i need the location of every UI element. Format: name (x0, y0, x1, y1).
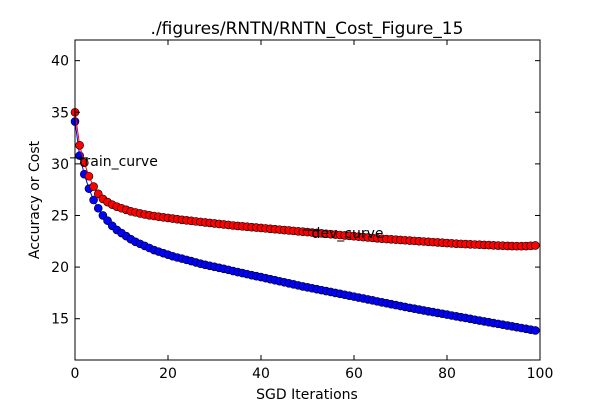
data-point (80, 158, 89, 168)
data-point (531, 326, 540, 335)
annotation-label: train_curve (79, 154, 158, 170)
x-tick-label: 80 (438, 366, 456, 382)
series-dev_curve (70, 107, 540, 251)
data-point (89, 182, 98, 191)
chart-title: ./figures/RNTN/RNTN_Cost_Figure_15 (151, 19, 464, 39)
x-tick-label: 0 (71, 366, 80, 382)
y-tick-label: 40 (51, 54, 69, 70)
series-train_curve (70, 117, 540, 335)
y-tick-label: 15 (51, 312, 69, 328)
y-tick-label: 20 (51, 260, 69, 276)
x-axis-label: SGD Iterations (256, 387, 358, 400)
x-tick-label: 60 (345, 366, 363, 382)
annotation-layer: train_curve dev_curve (70, 154, 384, 242)
data-point (75, 140, 84, 150)
y-tick-label: 25 (51, 208, 69, 224)
data-point (84, 171, 94, 181)
series-layer (70, 107, 540, 335)
data-point (531, 241, 540, 250)
x-tick-label: 20 (159, 366, 177, 382)
y-tick-label: 35 (51, 105, 69, 121)
series-line (74, 112, 536, 247)
x-tick-label: 100 (527, 366, 554, 382)
annotation-label: dev_curve (312, 226, 384, 242)
data-point (89, 195, 98, 205)
y-axis-label: Accuracy or Cost (27, 140, 43, 259)
plot-frame (74, 39, 541, 361)
y-tick-label: 30 (51, 157, 69, 173)
x-tick-label: 40 (252, 366, 270, 382)
data-point (93, 203, 103, 213)
tick-layer: 0 20 40 60 80 100 15 20 25 30 35 40 (51, 40, 553, 382)
